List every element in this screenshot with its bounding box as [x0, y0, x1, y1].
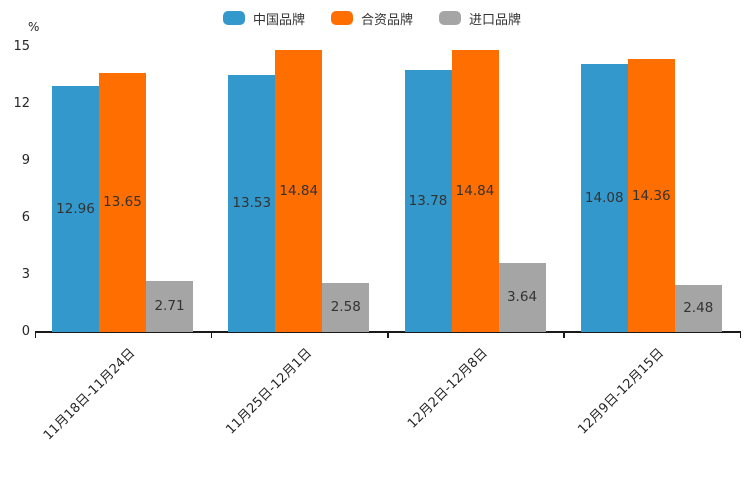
- bar-合资品牌-1: [99, 72, 146, 332]
- bar-进口品牌-3: [498, 262, 546, 332]
- y-tick-label: 12: [13, 96, 30, 111]
- legend-item-label: 进口品牌: [469, 12, 522, 28]
- bar-value-label: 13.65: [103, 194, 142, 211]
- bar-value-label: 14.84: [455, 183, 495, 200]
- bar-value-label: 13.53: [232, 195, 272, 212]
- bar-value-label: 13.78: [408, 193, 448, 210]
- x-category-label: 12月9日-12月15日: [575, 345, 668, 438]
- legend-swatch-icon: [222, 11, 245, 25]
- bar-中国品牌-2: [228, 74, 276, 332]
- legend-item-2: 合资品牌: [330, 9, 413, 28]
- bar-value-label: 14.84: [279, 183, 319, 200]
- bar-value-label: 2.71: [154, 298, 185, 315]
- chart-legend: 中国品牌 合资品牌 进口品牌: [0, 8, 744, 28]
- x-category-label: 11月18日-11月24日: [41, 345, 139, 444]
- bar-value-label: 12.96: [56, 200, 95, 217]
- bar-value-label: 14.08: [584, 190, 624, 207]
- y-tick-label: 9: [21, 153, 30, 168]
- y-tick-label: 6: [21, 210, 30, 225]
- bar-中国品牌-1: [52, 85, 99, 332]
- bar-中国品牌-4: [580, 64, 628, 332]
- bar-value-label: 2.48: [683, 300, 714, 317]
- x-axis-tick: [210, 332, 213, 338]
- legend-item-3: 进口品牌: [439, 9, 521, 28]
- bar-合资品牌-3: [451, 50, 499, 332]
- y-tick-label: 15: [13, 39, 30, 54]
- bar-进口品牌-2: [322, 282, 370, 332]
- x-axis-tick: [387, 332, 389, 338]
- x-axis-tick: [34, 332, 36, 338]
- x-axis-tick: [563, 332, 565, 338]
- y-tick-label: 0: [21, 324, 30, 339]
- bar-value-label: 3.64: [506, 289, 538, 306]
- legend-item-label: 中国品牌: [252, 12, 305, 28]
- legend-item-label: 合资品牌: [360, 12, 413, 28]
- bar-进口品牌-4: [674, 284, 722, 332]
- bar-value-label: 14.36: [631, 187, 671, 204]
- y-axis-unit-label: %: [28, 20, 40, 34]
- legend-item-1: 中国品牌: [222, 9, 305, 28]
- legend-swatch-icon: [439, 11, 461, 25]
- bar-合资品牌-4: [627, 59, 675, 332]
- y-tick-label: 3: [21, 267, 30, 282]
- legend-swatch-icon: [330, 11, 353, 25]
- bar-进口品牌-1: [146, 280, 193, 332]
- bar-合资品牌-2: [275, 50, 323, 332]
- x-category-label: 12月2日-12月8日: [405, 345, 492, 432]
- x-category-label: 11月25日-12月1日: [223, 345, 315, 438]
- x-axis-tick: [739, 332, 741, 338]
- bar-value-label: 2.58: [330, 299, 361, 316]
- bar-中国品牌-3: [404, 70, 452, 332]
